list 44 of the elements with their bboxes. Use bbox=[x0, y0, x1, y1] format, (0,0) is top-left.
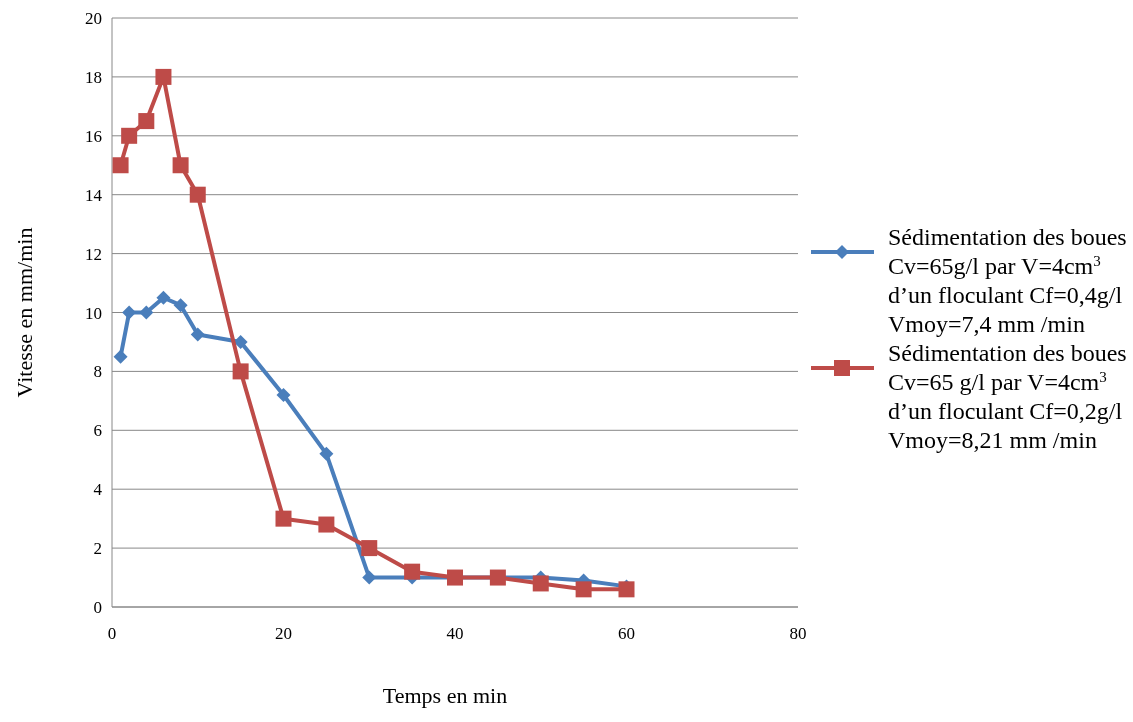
point bbox=[172, 157, 189, 174]
y-tick-label: 10 bbox=[85, 303, 102, 323]
point bbox=[138, 113, 155, 130]
point bbox=[112, 157, 129, 174]
point bbox=[361, 540, 378, 557]
y-tick-label: 20 bbox=[85, 9, 102, 28]
point bbox=[232, 363, 249, 380]
y-tick-label: 4 bbox=[93, 480, 103, 500]
point bbox=[532, 575, 549, 592]
point bbox=[113, 349, 128, 364]
legend-label: Sédimentation des boues Cv=65 g/l par V=4cm$^{3}$ d’un floculant Cf=0,2g/l Vmoy=8,21 mm /min bbox=[888, 340, 1127, 453]
x-tick-label: 60 bbox=[618, 624, 635, 643]
x-tick-label: 80 bbox=[789, 624, 807, 643]
point bbox=[189, 186, 206, 203]
y-tick-label: 18 bbox=[85, 67, 102, 87]
point bbox=[404, 563, 421, 580]
y-tick-label: 2 bbox=[93, 539, 102, 559]
y-tick-label: 6 bbox=[93, 421, 102, 441]
point bbox=[362, 570, 377, 585]
point bbox=[319, 446, 334, 461]
point bbox=[156, 290, 171, 305]
y-tick-label: 8 bbox=[93, 362, 102, 382]
point bbox=[618, 581, 635, 598]
y-axis-title: Vitesse en mm/min bbox=[12, 227, 37, 398]
point bbox=[276, 387, 291, 402]
x-tick-label: 20 bbox=[275, 624, 292, 643]
legend-label: Sédimentation des boues Cv=65g/l par V=4cm$^{3}$ d’un floculant Cf=0,4g/l Vmoy=7,4 mm /min bbox=[888, 224, 1127, 337]
point bbox=[122, 305, 137, 320]
x-tick-label: 0 bbox=[107, 624, 117, 643]
point bbox=[318, 516, 335, 533]
point bbox=[190, 327, 205, 342]
y-tick-label: 12 bbox=[85, 244, 102, 264]
y-tick-label: 14 bbox=[85, 185, 103, 205]
point bbox=[275, 510, 292, 527]
point bbox=[121, 127, 138, 144]
point bbox=[575, 581, 592, 598]
point bbox=[173, 298, 188, 313]
point bbox=[155, 68, 172, 85]
point bbox=[233, 334, 248, 349]
x-tick-label: 40 bbox=[446, 624, 464, 643]
point bbox=[139, 305, 154, 320]
x-axis-title: Temps en min bbox=[382, 683, 508, 708]
y-tick-label: 16 bbox=[85, 126, 102, 146]
y-tick-label: 0 bbox=[93, 598, 102, 617]
